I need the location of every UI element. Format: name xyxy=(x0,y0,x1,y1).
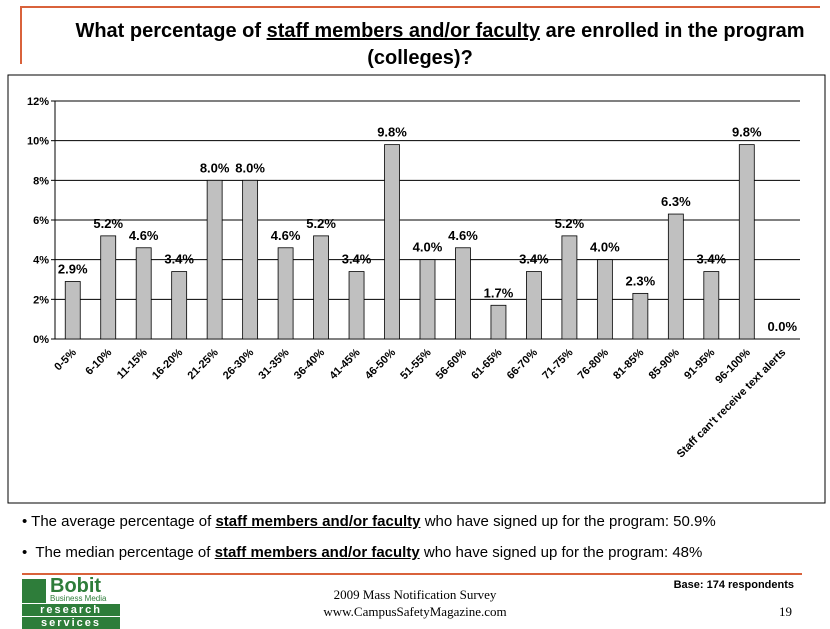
bar xyxy=(526,271,542,340)
y-tick-label: 4% xyxy=(33,255,49,267)
x-tick-label: 21-25% xyxy=(185,346,220,381)
title-text: are enrolled in the program xyxy=(545,20,805,42)
logo-square xyxy=(22,579,46,603)
y-tick-label: 6% xyxy=(33,215,49,227)
bar xyxy=(667,213,684,340)
bar xyxy=(561,235,578,340)
top-rule xyxy=(20,6,820,8)
value-label: 0.0% xyxy=(767,319,797,334)
logo: Bobit Business Media research services xyxy=(22,575,120,629)
x-tick-label: 0-5% xyxy=(52,346,79,373)
bar xyxy=(738,144,755,340)
x-tick-label: 71-75% xyxy=(540,346,575,381)
bullet-emphasis: staff members and/or faculty xyxy=(215,513,421,530)
value-label: 1.7% xyxy=(484,285,514,300)
bar xyxy=(419,259,436,340)
value-label: 4.6% xyxy=(129,228,159,243)
value-label: 2.3% xyxy=(626,273,656,288)
title-text: What percentage of xyxy=(75,20,262,42)
value-label: 4.6% xyxy=(271,228,301,243)
bullet-text: who have signed up for the program: 50.9… xyxy=(424,513,716,530)
x-tick-label: 26-30% xyxy=(221,346,256,381)
bullet-text: who have signed up for the program: 48% xyxy=(423,544,703,561)
value-label: 2.9% xyxy=(58,261,88,276)
title: What percentage of staff members and/or … xyxy=(30,18,830,72)
value-label: 3.4% xyxy=(164,252,194,267)
bar xyxy=(206,179,223,340)
bar xyxy=(703,271,720,340)
value-label: 3.4% xyxy=(519,252,549,267)
y-tick-label: 12% xyxy=(27,96,49,108)
value-label: 5.2% xyxy=(93,216,123,231)
x-tick-label: 46-50% xyxy=(363,346,398,381)
value-label: 3.4% xyxy=(342,252,372,267)
value-label: 4.6% xyxy=(448,228,478,243)
title-line: (colleges)? xyxy=(0,45,830,72)
x-tick-label: 36-40% xyxy=(292,346,327,381)
title-line: What percentage of staff members and/or … xyxy=(30,18,830,45)
title-emphasis: staff members and/or faculty xyxy=(266,20,541,42)
footer-base: Base: 174 respondents xyxy=(673,579,794,591)
bar xyxy=(64,281,81,340)
value-label: 6.3% xyxy=(661,194,691,209)
bar xyxy=(242,179,259,340)
chart: 0% 2% 4% 6% 8% 10% 12% 0-5% 2.9% 6-10% 5.2% 11-15% 4… xyxy=(7,74,826,504)
value-label: 4.0% xyxy=(413,240,443,255)
logo-text: Business Media xyxy=(50,594,107,603)
value-label: 4.0% xyxy=(590,240,620,255)
bar xyxy=(135,247,152,340)
x-tick-label: 6-10% xyxy=(83,346,114,377)
title-text: (colleges)? xyxy=(367,47,473,69)
logo-text: research xyxy=(22,604,120,616)
x-tick-label: 51-55% xyxy=(398,346,433,381)
y-tick-label: 8% xyxy=(33,175,49,187)
value-label: 8.0% xyxy=(235,160,265,175)
bar xyxy=(632,292,649,340)
bullet: • The average percentage of staff member… xyxy=(22,513,716,530)
chart-frame xyxy=(7,74,826,504)
x-tick-label: 91-95% xyxy=(682,346,717,381)
value-label: 3.4% xyxy=(696,252,726,267)
x-tick-label: 41-45% xyxy=(327,346,362,381)
page-number: 19 xyxy=(779,604,792,619)
logo-text: Bobit xyxy=(50,575,102,597)
bullet-text: The average percentage of xyxy=(31,513,212,530)
y-tick-label: 2% xyxy=(33,294,49,306)
bullet-text: The median percentage of xyxy=(35,544,211,561)
x-tick-label: 11-15% xyxy=(115,346,150,381)
bullet: • The median percentage of staff members… xyxy=(22,544,703,561)
bar xyxy=(490,304,507,340)
bar xyxy=(596,259,613,340)
x-tick-label: 31-35% xyxy=(256,346,291,381)
bar xyxy=(455,247,471,340)
bar xyxy=(100,235,117,340)
y-tick-label: 0% xyxy=(33,334,49,346)
footer-rule xyxy=(22,573,802,575)
bar xyxy=(171,271,188,340)
y-tick-label: 10% xyxy=(27,136,49,148)
x-tick-label: 76-80% xyxy=(576,346,611,381)
logo-text: services xyxy=(22,617,120,629)
x-tick-label: 81-85% xyxy=(611,346,646,381)
footer-website: www.CampusSafetyMagazine.com xyxy=(323,604,507,619)
bar xyxy=(384,144,400,340)
value-label: 5.2% xyxy=(555,216,585,231)
bar xyxy=(348,271,365,340)
bar xyxy=(313,235,329,340)
x-tick-label: 85-90% xyxy=(647,346,682,381)
x-tick-label: 16-20% xyxy=(150,346,185,381)
value-label: 5.2% xyxy=(306,216,336,231)
bar xyxy=(277,247,294,340)
x-tick-label: 61-65% xyxy=(469,346,504,381)
x-tick-label: 56-60% xyxy=(434,346,469,381)
value-label: 8.0% xyxy=(200,160,230,175)
value-label: 9.8% xyxy=(377,125,407,140)
value-label: 9.8% xyxy=(732,125,762,140)
bullet-emphasis: staff members and/or faculty xyxy=(214,544,420,561)
footer-survey: 2009 Mass Notification Survey xyxy=(333,587,497,602)
x-tick-label: 66-70% xyxy=(505,346,540,381)
left-rule xyxy=(20,6,22,64)
